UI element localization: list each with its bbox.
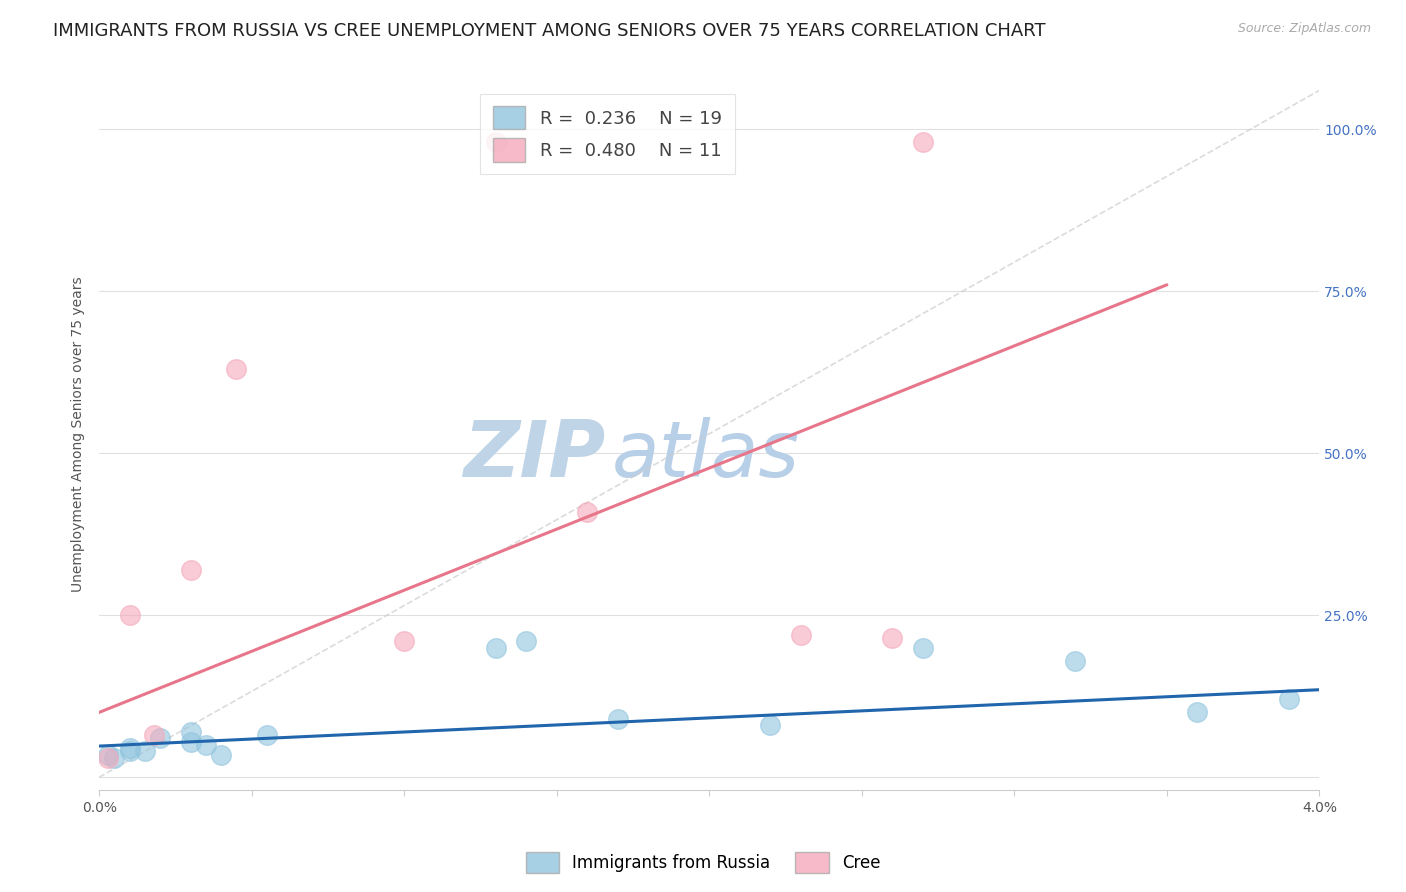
Point <box>180 563 202 577</box>
Point <box>911 135 934 149</box>
Point <box>256 728 278 742</box>
Text: atlas: atlas <box>612 417 800 493</box>
Point <box>485 640 508 655</box>
Point <box>180 734 202 748</box>
Point <box>180 724 202 739</box>
Point <box>576 504 599 518</box>
Point <box>790 627 813 641</box>
Point <box>515 634 537 648</box>
Point <box>103 750 125 764</box>
Point <box>118 741 141 756</box>
Point <box>392 634 415 648</box>
Point <box>118 608 141 623</box>
Point <box>225 362 247 376</box>
Point <box>1187 706 1209 720</box>
Point <box>149 731 172 746</box>
Point <box>134 744 156 758</box>
Point <box>209 747 232 762</box>
Point <box>1278 692 1301 706</box>
Text: Source: ZipAtlas.com: Source: ZipAtlas.com <box>1237 22 1371 36</box>
Text: IMMIGRANTS FROM RUSSIA VS CREE UNEMPLOYMENT AMONG SENIORS OVER 75 YEARS CORRELAT: IMMIGRANTS FROM RUSSIA VS CREE UNEMPLOYM… <box>53 22 1046 40</box>
Point <box>911 640 934 655</box>
Point <box>118 744 141 758</box>
Text: ZIP: ZIP <box>464 417 606 493</box>
Point <box>143 728 166 742</box>
Point <box>882 631 904 645</box>
Point <box>1064 654 1087 668</box>
Legend: Immigrants from Russia, Cree: Immigrants from Russia, Cree <box>519 846 887 880</box>
Legend: R =  0.236    N = 19, R =  0.480    N = 11: R = 0.236 N = 19, R = 0.480 N = 11 <box>481 94 734 174</box>
Point <box>97 747 120 762</box>
Y-axis label: Unemployment Among Seniors over 75 years: Unemployment Among Seniors over 75 years <box>72 276 86 591</box>
Point <box>485 135 508 149</box>
Point <box>97 750 120 764</box>
Point <box>606 712 628 726</box>
Point <box>194 738 217 752</box>
Point <box>759 718 782 732</box>
